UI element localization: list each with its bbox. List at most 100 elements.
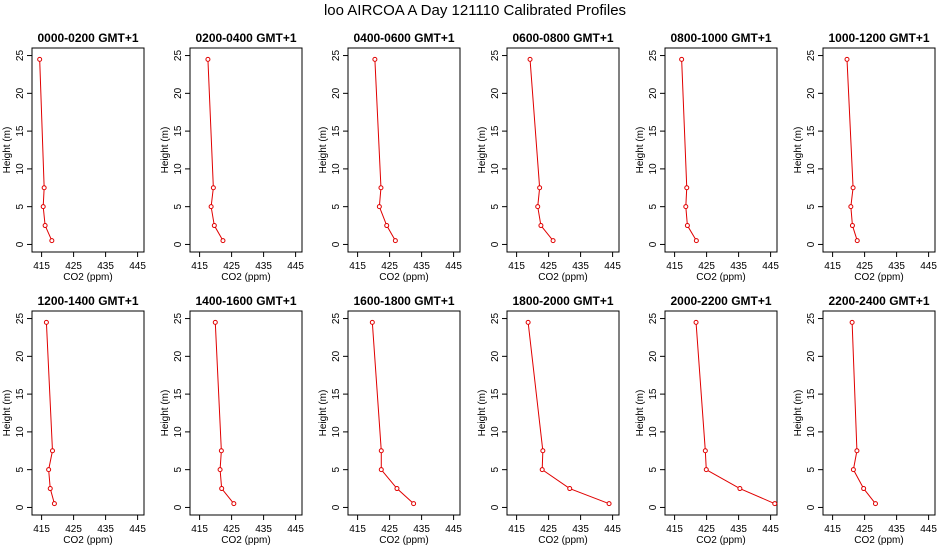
x-axis-label: CO2 (ppm) [379,272,428,283]
y-tick-label: 10 [331,163,342,175]
series-line-5 [681,59,697,241]
x-tick-label: 435 [97,261,114,272]
x-tick-label: 445 [129,261,146,272]
data-point [540,448,546,454]
y-tick-label: 5 [331,203,342,209]
y-tick-label: 10 [806,163,817,175]
data-point [205,56,211,62]
data-point [684,223,690,229]
panel-title-9: 1600-1800 GMT+1 [353,294,454,308]
y-tick-label: 0 [648,241,659,247]
y-tick-label: 25 [15,313,26,325]
y-tick-label: 20 [331,350,342,362]
x-tick-label: 425 [223,261,240,272]
y-tick-label: 5 [806,466,817,472]
x-axis-label: CO2 (ppm) [538,272,587,283]
x-tick-label: 445 [129,524,146,535]
y-axis-label: Height (m) [2,390,13,437]
plot-frame-3 [347,47,461,253]
data-point [43,319,49,325]
y-tick-label: 25 [648,313,659,325]
y-tick-label: 25 [331,50,342,62]
y-tick-label: 5 [490,203,501,209]
x-tick-label: 445 [604,261,621,272]
data-point [41,185,47,191]
y-tick-label: 15 [15,388,26,400]
y-tick-label: 25 [806,313,817,325]
y-tick-label: 20 [490,87,501,99]
data-point [772,501,778,507]
data-point [376,204,382,210]
y-axis-label: Height (m) [477,390,488,437]
x-tick-label: 445 [604,524,621,535]
x-tick-label: 435 [572,524,589,535]
x-tick-label: 415 [824,261,841,272]
y-tick-label: 10 [806,426,817,438]
x-tick-label: 435 [888,261,905,272]
x-tick-label: 435 [888,524,905,535]
data-point [42,223,48,229]
y-tick-label: 15 [648,388,659,400]
x-tick-label: 445 [287,261,304,272]
series-line-8 [214,322,235,504]
x-tick-label: 415 [33,524,50,535]
x-tick-label: 445 [762,524,779,535]
data-point [693,238,699,244]
x-axis-label: CO2 (ppm) [854,535,903,546]
panel-title-8: 1400-1600 GMT+1 [195,294,296,308]
y-tick-label: 10 [331,426,342,438]
series-line-1 [39,59,53,241]
x-tick-label: 425 [381,524,398,535]
panel-title-1: 0000-0200 GMT+1 [37,31,138,45]
y-tick-label: 20 [806,87,817,99]
panel-title-10: 1800-2000 GMT+1 [512,294,613,308]
y-tick-label: 5 [15,203,26,209]
y-tick-label: 5 [806,203,817,209]
y-tick-label: 0 [331,504,342,510]
data-point [844,56,850,62]
y-axis-label: Height (m) [635,390,646,437]
data-point [411,501,417,507]
x-tick-label: 415 [191,524,208,535]
data-point [384,223,390,229]
x-tick-label: 435 [413,261,430,272]
y-tick-label: 15 [15,125,26,137]
data-point [679,56,685,62]
x-tick-label: 425 [540,524,557,535]
data-point [46,467,52,473]
data-point [683,204,689,210]
data-point [850,185,856,191]
x-tick-label: 425 [65,524,82,535]
data-point [849,319,855,325]
y-tick-label: 5 [648,466,659,472]
x-tick-label: 415 [508,524,525,535]
plot-frame-5 [664,47,778,253]
panel-title-7: 1200-1400 GMT+1 [37,294,138,308]
y-tick-label: 10 [490,426,501,438]
x-axis-label: CO2 (ppm) [221,272,270,283]
data-point [51,501,57,507]
y-tick-label: 20 [490,350,501,362]
data-point [537,185,543,191]
y-tick-label: 0 [490,504,501,510]
y-tick-label: 15 [490,125,501,137]
y-tick-label: 25 [173,313,184,325]
y-tick-label: 15 [173,125,184,137]
y-tick-label: 0 [173,241,184,247]
data-point [872,501,878,507]
x-tick-label: 445 [920,524,937,535]
y-tick-label: 15 [331,388,342,400]
data-point [218,448,224,454]
data-point [208,204,214,210]
y-tick-label: 10 [490,163,501,175]
data-point [231,501,237,507]
plot-frame-10 [506,310,620,516]
y-tick-label: 20 [15,350,26,362]
plot-frame-8 [189,310,303,516]
x-tick-label: 415 [508,261,525,272]
plot-frame-12 [822,310,936,516]
data-point [49,238,55,244]
panel-title-4: 0600-0800 GMT+1 [512,31,613,45]
plot-frame-1 [31,47,145,253]
series-line-10 [527,322,610,505]
